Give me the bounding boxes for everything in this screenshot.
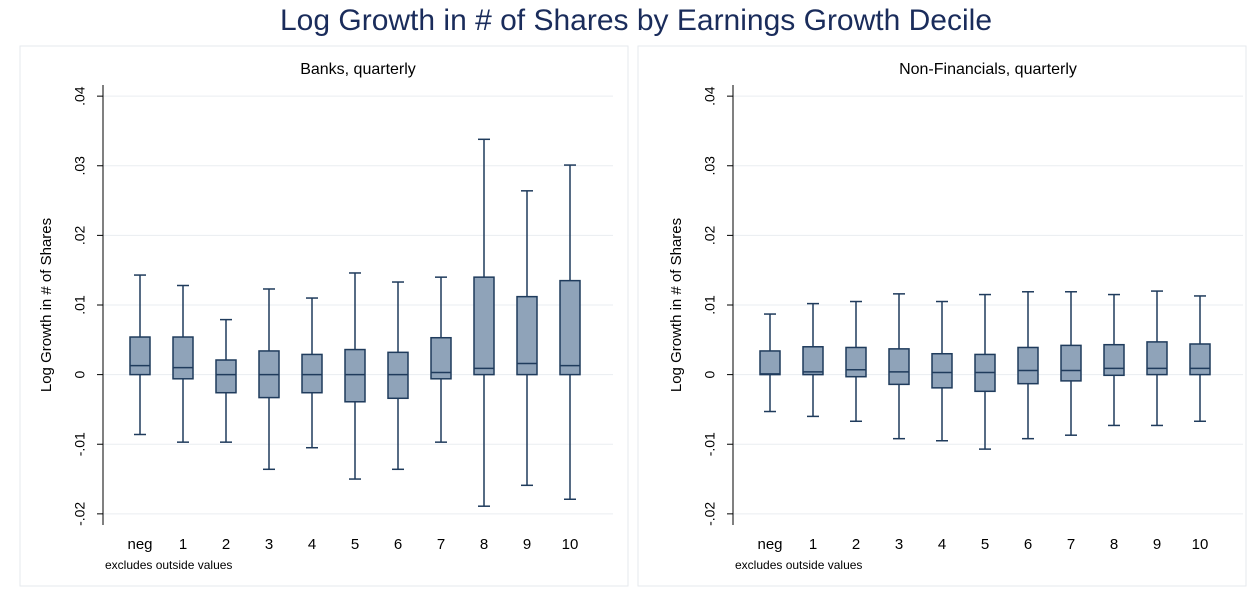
y-tick-label: -.02 bbox=[72, 502, 88, 526]
x-tick-label: 3 bbox=[895, 536, 903, 553]
x-tick-label: 8 bbox=[1110, 536, 1118, 553]
x-tick-label: 2 bbox=[852, 536, 860, 553]
note: excludes outside values bbox=[735, 558, 862, 572]
y-tick-label: .03 bbox=[72, 156, 88, 176]
box bbox=[129, 336, 151, 376]
box bbox=[301, 353, 323, 394]
box bbox=[802, 346, 824, 376]
x-tick-label: 2 bbox=[222, 536, 230, 553]
panel-frame bbox=[637, 45, 1247, 587]
x-tick-label: 5 bbox=[981, 536, 989, 553]
x-tick-label: 1 bbox=[179, 536, 187, 553]
x-tick-label: 4 bbox=[308, 536, 316, 553]
x-tick-label: 9 bbox=[523, 536, 531, 553]
box bbox=[759, 350, 781, 376]
y-axis-label: Log Growth in # of Shares bbox=[668, 218, 685, 392]
y-tick-label: 0 bbox=[702, 371, 718, 379]
y-tick-label: .02 bbox=[702, 225, 718, 245]
x-tick-label: 1 bbox=[809, 536, 817, 553]
box bbox=[344, 348, 366, 403]
x-tick-label: 10 bbox=[1192, 536, 1209, 553]
x-tick-label: 3 bbox=[265, 536, 273, 553]
x-tick-label: 6 bbox=[1024, 536, 1032, 553]
box bbox=[1103, 343, 1125, 377]
y-axis-label: Log Growth in # of Shares bbox=[38, 218, 55, 392]
y-tick-label: -.01 bbox=[72, 432, 88, 456]
box bbox=[1146, 341, 1168, 376]
x-tick-label: neg bbox=[127, 536, 152, 553]
y-tick-label: -.02 bbox=[702, 502, 718, 526]
x-tick-label: neg bbox=[757, 536, 782, 553]
y-tick-label: 0 bbox=[72, 371, 88, 379]
x-tick-label: 5 bbox=[351, 536, 359, 553]
x-tick-label: 9 bbox=[1153, 536, 1161, 553]
x-tick-label: 6 bbox=[394, 536, 402, 553]
box bbox=[931, 352, 953, 389]
y-tick-label: -.01 bbox=[702, 432, 718, 456]
box bbox=[473, 276, 495, 376]
x-tick-label: 10 bbox=[562, 536, 579, 553]
x-tick-label: 4 bbox=[938, 536, 946, 553]
box bbox=[559, 279, 581, 376]
y-tick-label: .01 bbox=[72, 295, 88, 315]
panel-frame bbox=[19, 45, 629, 587]
x-tick-label: 7 bbox=[1067, 536, 1075, 553]
y-tick-label: .04 bbox=[702, 86, 718, 106]
box bbox=[845, 346, 867, 378]
x-tick-label: 8 bbox=[480, 536, 488, 553]
box bbox=[172, 336, 194, 380]
note: excludes outside values bbox=[105, 558, 232, 572]
box bbox=[888, 348, 910, 386]
box bbox=[1189, 343, 1211, 376]
y-tick-label: .01 bbox=[702, 295, 718, 315]
box bbox=[1017, 346, 1039, 385]
x-tick-label: 7 bbox=[437, 536, 445, 553]
box bbox=[215, 359, 237, 394]
y-tick-label: .04 bbox=[72, 86, 88, 106]
subtitle: Banks, quarterly bbox=[300, 61, 416, 78]
figure-title: Log Growth in # of Shares by Earnings Gr… bbox=[280, 4, 992, 37]
box bbox=[516, 295, 538, 376]
y-tick-label: .03 bbox=[702, 156, 718, 176]
subtitle: Non-Financials, quarterly bbox=[899, 61, 1077, 78]
box bbox=[1060, 344, 1082, 382]
y-tick-label: .02 bbox=[72, 225, 88, 245]
box bbox=[430, 336, 452, 380]
